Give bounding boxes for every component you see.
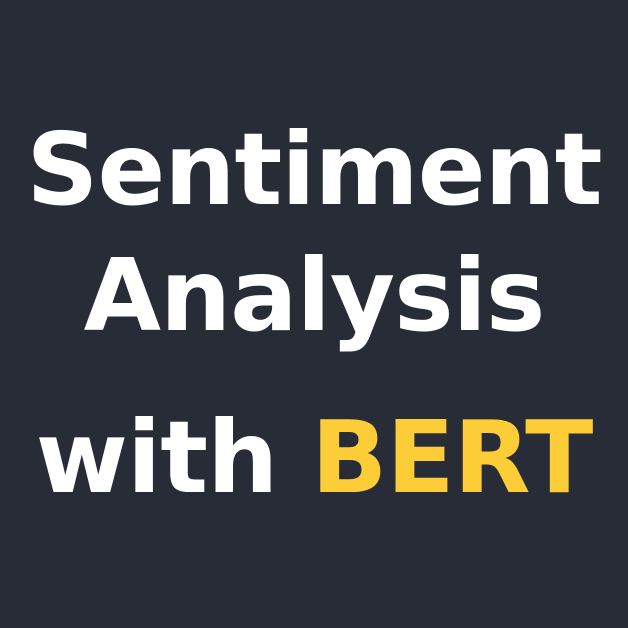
title-line-analysis: Analysis — [83, 237, 546, 354]
title-line-sentiment: Sentiment — [26, 111, 602, 228]
title-word-bert: BERT — [311, 399, 593, 516]
title-line-with-bert: with BERT — [0, 398, 628, 518]
title-word-with: with — [35, 399, 279, 516]
